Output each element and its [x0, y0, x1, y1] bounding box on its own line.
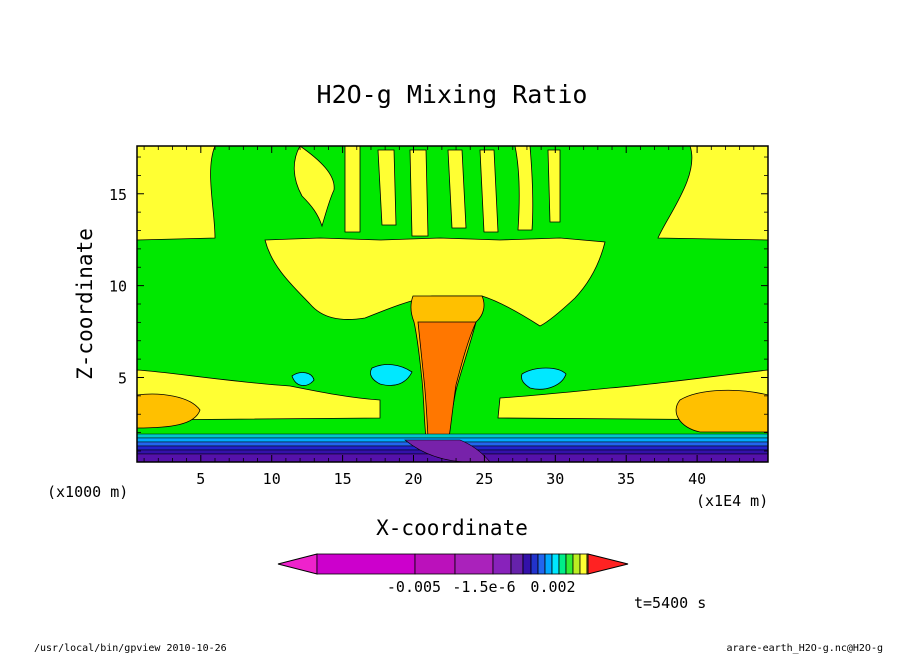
colorbar-swatch-7 — [530, 553, 539, 575]
orange-region-right — [675, 389, 768, 433]
colorbar-labels: -0.005 -1.5e-6 0.002 — [387, 578, 576, 596]
y-tick-label-15: 15 — [109, 186, 127, 204]
yellow-region-7 — [409, 149, 429, 237]
chart-title: H2O-g Mixing Ratio — [317, 80, 588, 109]
x-axis-unit: (x1E4 m) — [696, 492, 768, 510]
purple-pool — [404, 439, 491, 462]
x-tick-label-20: 20 — [404, 470, 422, 488]
y-tick-label-10: 10 — [109, 278, 127, 296]
yellow-region-6 — [377, 149, 397, 226]
colorbar-swatch-8 — [537, 553, 546, 575]
footer-right: arare-earth_H2O-g.nc@H2O-g — [726, 643, 883, 654]
x-tick-label-35: 35 — [617, 470, 635, 488]
yellow-region-10 — [514, 146, 534, 231]
yellow-region-5 — [344, 146, 361, 233]
plot-area — [137, 146, 768, 462]
colorbar-swatch-12 — [565, 553, 574, 575]
colorbar-label-mid: -1.5e-6 — [452, 578, 515, 596]
colorbar-label-min: -0.005 — [387, 578, 441, 596]
colorbar — [277, 553, 629, 575]
x-tick-label-40: 40 — [688, 470, 706, 488]
surface-band-1 — [137, 433, 768, 439]
colorbar-extend-low — [277, 553, 318, 575]
x-tick-label-5: 5 — [196, 470, 205, 488]
colorbar-swatch-13 — [572, 553, 581, 575]
time-label: t=5400 s — [634, 594, 706, 612]
y-axis: 5 10 15 — [109, 156, 768, 452]
colorbar-swatch-14 — [579, 553, 588, 575]
colorbar-swatch-10 — [551, 553, 560, 575]
cyan-pocket-small — [291, 372, 315, 386]
colorbar-label-max: 0.002 — [530, 578, 575, 596]
cyan-pocket-right — [521, 367, 567, 390]
x-tick-label-25: 25 — [475, 470, 493, 488]
orange-region-left — [137, 393, 201, 429]
y-axis-unit: (x1000 m) — [47, 483, 128, 501]
y-tick-label-5: 5 — [118, 369, 127, 387]
yellow-region-1 — [137, 146, 216, 241]
x-tick-label-15: 15 — [334, 470, 352, 488]
colorbar-swatch-6 — [522, 553, 532, 575]
colorbar-swatch-1 — [316, 553, 416, 575]
x-axis-label: X-coordinate — [376, 516, 528, 540]
colorbar-extend-high — [587, 553, 629, 575]
colorbar-swatch-15 — [586, 553, 589, 575]
yellow-region-9 — [479, 149, 499, 233]
cyan-pocket-left — [370, 364, 413, 386]
yellow-region-3 — [264, 237, 606, 327]
yellow-region-2 — [657, 146, 768, 241]
x-tick-label-10: 10 — [263, 470, 281, 488]
yellow-region-11 — [547, 149, 561, 223]
footer-left: /usr/local/bin/gpview 2010-10-26 — [34, 643, 227, 654]
yellow-region-8 — [447, 149, 467, 229]
x-axis: 5 10 15 20 25 30 35 40 — [143, 146, 755, 488]
colorbar-swatch-4 — [492, 553, 512, 575]
y-axis-label: Z-coordinate — [73, 228, 97, 380]
colorbar-swatch-3 — [454, 553, 494, 575]
colorbar-swatch-2 — [414, 553, 456, 575]
colorbar-swatch-9 — [544, 553, 553, 575]
yellow-region-4 — [293, 146, 335, 228]
colorbar-swatch-11 — [558, 553, 567, 575]
colorbar-swatch-5 — [510, 553, 524, 575]
x-tick-label-30: 30 — [546, 470, 564, 488]
